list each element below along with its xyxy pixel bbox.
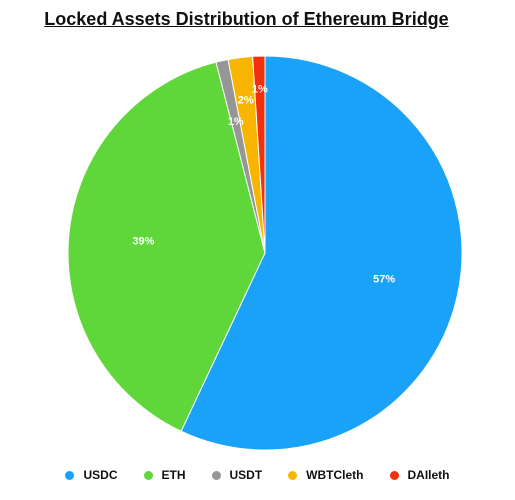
chart-title: Locked Assets Distribution of Ethereum B… bbox=[44, 9, 449, 29]
slice-label-usdt: 1% bbox=[228, 116, 244, 128]
legend-label: WBTCleth bbox=[306, 468, 364, 482]
legend-item-usdc: USDC bbox=[65, 468, 118, 482]
pie-slice-daileth bbox=[252, 55, 266, 254]
slice-label-wbtcleth: 2% bbox=[238, 94, 254, 106]
legend-label: USDT bbox=[229, 468, 263, 482]
legend-swatch bbox=[389, 470, 399, 480]
pie-slice-eth bbox=[67, 61, 266, 432]
pie-chart: 57%39%1%2%1% bbox=[67, 55, 463, 451]
legend-label: USDC bbox=[83, 468, 118, 482]
legend-swatch bbox=[211, 470, 221, 480]
legend-item-daileth: DAIleth bbox=[389, 468, 450, 482]
slice-label-daileth: 1% bbox=[252, 83, 268, 95]
legend-swatch bbox=[288, 470, 298, 480]
legend-swatch bbox=[65, 470, 75, 480]
legend-item-usdt: USDT bbox=[211, 468, 263, 482]
legend: USDC ETH USDT WBTCleth DAIleth bbox=[0, 468, 515, 482]
legend-label: DAIleth bbox=[407, 468, 450, 482]
pie-slices bbox=[67, 55, 463, 451]
legend-item-wbtcleth: WBTCleth bbox=[288, 468, 364, 482]
slice-label-usdc: 57% bbox=[373, 274, 395, 286]
pie-labels: 57%39%1%2%1% bbox=[132, 83, 395, 285]
legend-swatch bbox=[143, 470, 153, 480]
pie-slice-usdc bbox=[180, 55, 463, 451]
legend-item-eth: ETH bbox=[143, 468, 186, 482]
slice-label-eth: 39% bbox=[132, 235, 154, 247]
legend-label: ETH bbox=[161, 468, 186, 482]
